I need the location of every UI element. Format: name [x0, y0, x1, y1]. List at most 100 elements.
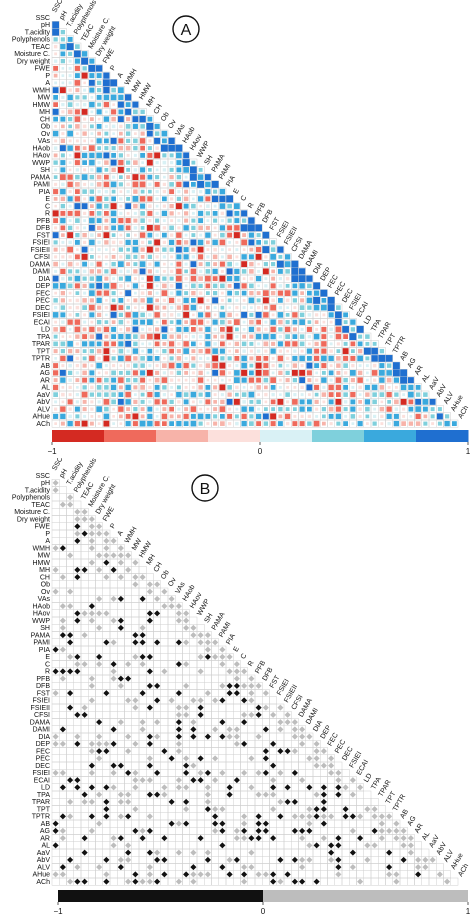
correlation-cell	[83, 226, 87, 230]
correlation-cell	[96, 203, 102, 209]
correlation-cell	[257, 393, 260, 396]
correlation-cell	[59, 87, 66, 94]
grid-cell	[233, 783, 241, 792]
grid-cell	[196, 660, 205, 668]
correlation-cell	[89, 341, 95, 347]
correlation-cell	[248, 232, 254, 238]
correlation-cell	[365, 392, 370, 397]
grid-cell	[80, 856, 89, 864]
grid-cell	[117, 769, 125, 777]
correlation-cell	[125, 275, 132, 282]
correlation-cell	[140, 255, 145, 259]
correlation-cell	[264, 284, 268, 288]
grid-cell	[66, 682, 74, 690]
correlation-cell	[335, 392, 341, 398]
correlation-cell	[184, 335, 188, 339]
correlation-cell	[96, 167, 102, 173]
correlation-cell	[68, 168, 72, 172]
grid-cell	[189, 805, 198, 813]
correlation-cell	[241, 341, 247, 347]
correlation-cell	[329, 422, 333, 426]
grid-cell	[146, 573, 154, 581]
correlation-cell	[315, 327, 319, 331]
grid-cell	[291, 761, 299, 770]
correlation-cell	[199, 407, 202, 411]
correlation-cell	[103, 72, 110, 79]
correlation-cell	[228, 378, 231, 382]
correlation-cell	[241, 413, 247, 419]
grid-cell	[276, 834, 285, 842]
correlation-cell	[379, 363, 385, 369]
correlation-cell	[74, 65, 80, 71]
correlation-cell	[422, 399, 429, 405]
correlation-cell	[67, 116, 73, 122]
grid-cell	[240, 805, 248, 813]
significance-marker	[154, 595, 161, 602]
correlation-cell	[148, 139, 152, 143]
grid-cell	[124, 653, 132, 661]
correlation-cell	[213, 378, 217, 382]
grid-cell	[211, 645, 219, 654]
correlation-cell	[140, 226, 145, 230]
correlation-cell	[60, 406, 66, 412]
correlation-cell	[147, 232, 153, 238]
correlation-cell	[205, 348, 211, 354]
correlation-cell	[278, 378, 282, 382]
grid-cell	[254, 761, 263, 770]
correlation-cell	[97, 305, 102, 310]
correlation-cell	[256, 399, 261, 405]
grid-cell	[233, 812, 241, 821]
correlation-cell	[335, 384, 342, 391]
correlation-cell	[110, 137, 117, 144]
grid-cell	[138, 645, 147, 654]
correlation-cell	[97, 414, 101, 418]
correlation-cell	[271, 407, 276, 412]
correlation-cell	[53, 37, 58, 42]
grid-cell	[182, 732, 190, 741]
grid-cell	[262, 798, 270, 806]
correlation-cell	[103, 355, 110, 362]
correlation-cell	[161, 334, 167, 340]
grid-cell	[327, 827, 335, 835]
grid-cell	[51, 805, 60, 813]
correlation-cell	[68, 219, 72, 223]
correlation-cell	[60, 58, 66, 64]
grid-cell	[51, 558, 60, 567]
correlation-cell	[147, 348, 153, 354]
correlation-cell	[83, 139, 87, 143]
correlation-cell	[286, 349, 289, 353]
grid-cell	[356, 805, 364, 813]
grid-cell	[146, 769, 154, 777]
correlation-cell	[162, 240, 167, 245]
grid-cell	[51, 595, 60, 603]
correlation-cell	[147, 319, 153, 325]
correlation-cell	[60, 217, 66, 224]
correlation-cell	[89, 73, 95, 79]
correlation-cell	[219, 188, 226, 195]
significance-marker	[117, 552, 124, 559]
correlation-cell	[140, 356, 145, 361]
correlation-cell	[400, 384, 407, 391]
grid-cell	[160, 725, 169, 734]
grid-cell	[160, 624, 169, 632]
correlation-cell	[335, 333, 342, 340]
grid-cell	[269, 856, 277, 864]
correlation-cell	[54, 52, 58, 56]
correlation-cell	[118, 247, 124, 252]
grid-cell	[117, 877, 125, 886]
grid-cell	[218, 711, 227, 719]
grid-cell	[102, 674, 111, 683]
grid-cell	[138, 602, 147, 610]
correlation-cell	[112, 415, 115, 418]
correlation-cell	[89, 283, 95, 289]
row-label: AL	[41, 385, 50, 392]
grid-cell	[291, 870, 299, 879]
correlation-cell	[139, 261, 146, 267]
grid-cell	[414, 877, 422, 886]
correlation-cell	[103, 399, 110, 405]
correlation-cell	[248, 377, 255, 383]
correlation-cell	[198, 400, 203, 404]
correlation-cell	[90, 400, 94, 404]
grid-cell	[95, 602, 103, 610]
correlation-cell	[183, 247, 189, 253]
